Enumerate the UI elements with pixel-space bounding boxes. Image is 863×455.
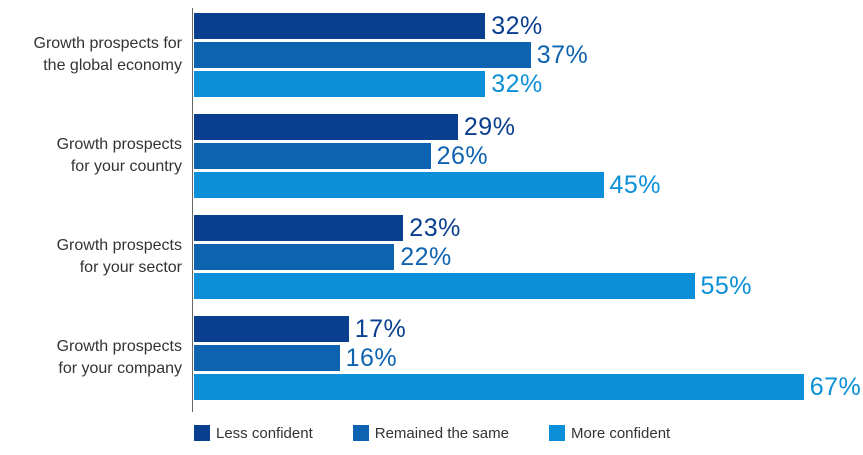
bar-remained-the-same: [194, 345, 340, 371]
data-label: 22%: [400, 243, 452, 271]
data-label: 17%: [354, 315, 407, 343]
legend-swatch: [194, 425, 210, 441]
data-label: 29%: [463, 113, 516, 141]
legend-item: Less confident: [194, 425, 313, 442]
data-label: 23%: [409, 214, 461, 242]
bar-more-confident: [194, 172, 604, 198]
bar-remained-the-same: [194, 42, 531, 68]
data-label: 55%: [700, 272, 753, 300]
data-label: 26%: [436, 142, 489, 170]
legend-swatch: [352, 425, 369, 441]
legend-label: Less confident: [216, 424, 313, 442]
data-label: 45%: [609, 171, 662, 199]
category-label: Growth prospects for your sector: [56, 237, 182, 276]
legend-label: Remained the same: [374, 424, 509, 442]
data-label: 67%: [809, 373, 862, 401]
category-label: Growth prospects for your country: [56, 136, 182, 175]
category-label: Growth prospects for the global economy: [33, 35, 183, 74]
bar-less-confident: [194, 114, 458, 140]
legend-item: More confident: [548, 424, 671, 442]
bar-more-confident: [194, 374, 804, 400]
bar-more-confident: [194, 71, 486, 97]
data-label: 16%: [345, 344, 398, 372]
bar-more-confident: [194, 273, 695, 299]
legend-swatch: [548, 425, 565, 441]
bar-less-confident: [194, 13, 486, 39]
bar-remained-the-same: [194, 244, 395, 270]
data-label: 37%: [536, 41, 589, 69]
category-label: Growth prospects for your company: [56, 338, 182, 377]
legend: Less confident Remained the same More conf…: [194, 424, 710, 442]
legend-label: More confident: [570, 424, 671, 442]
legend-item: Remained the same: [352, 424, 509, 442]
bar-less-confident: [194, 215, 404, 241]
bar-less-confident: [194, 316, 349, 342]
data-label: 32%: [491, 70, 543, 98]
y-axis-line: [192, 8, 193, 412]
bar-remained-the-same: [194, 143, 431, 169]
data-label: 32%: [491, 12, 543, 40]
